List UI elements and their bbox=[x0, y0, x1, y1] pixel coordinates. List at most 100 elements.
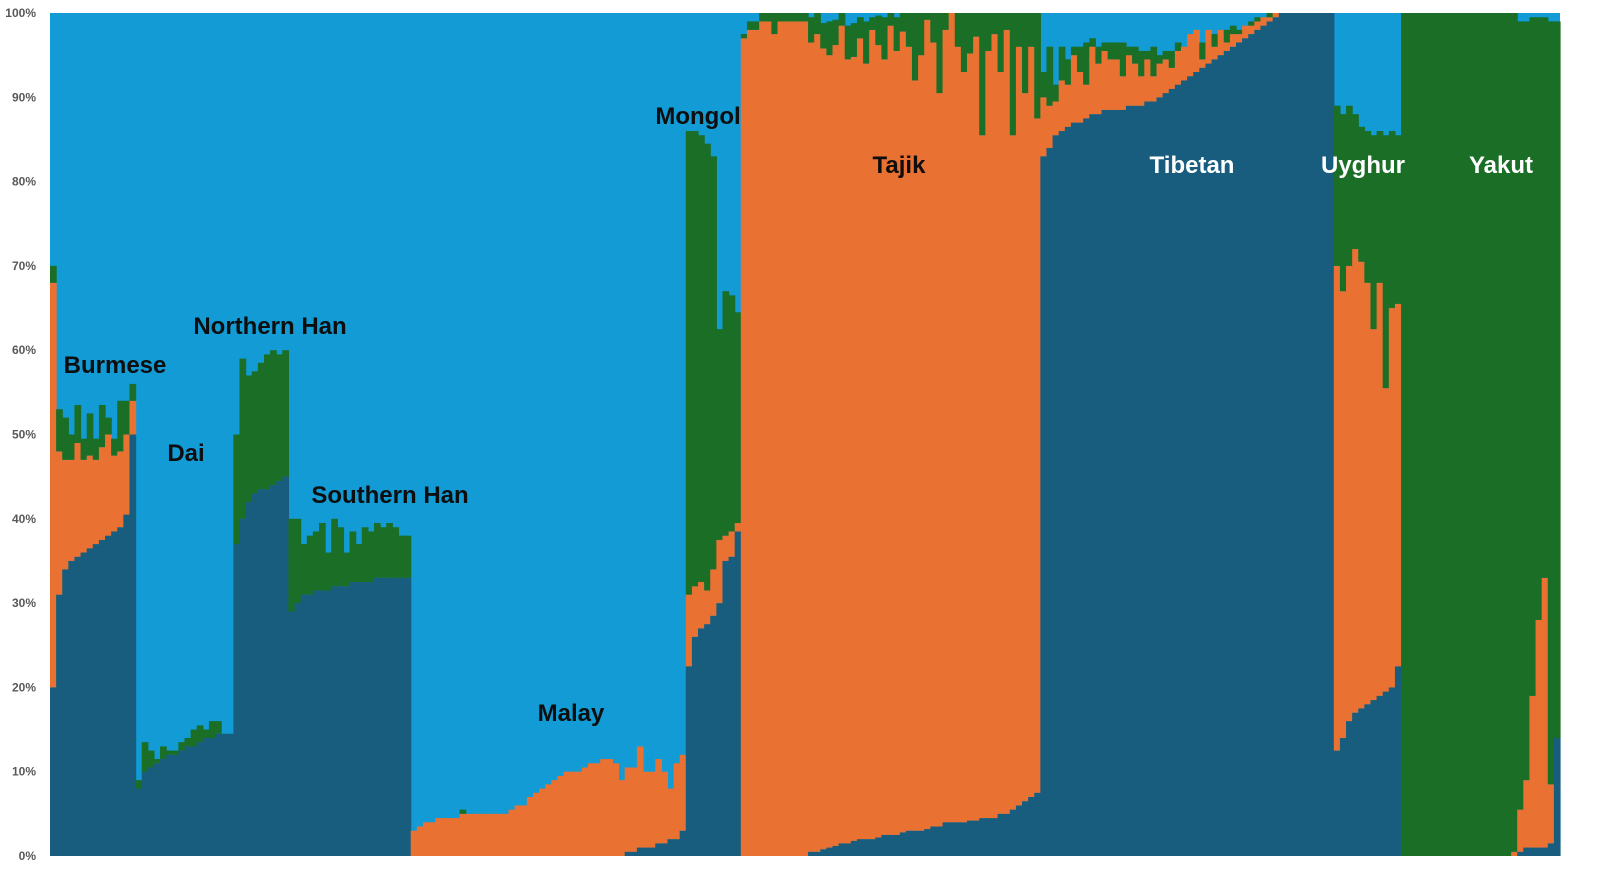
bar-segment-dark-blue bbox=[245, 501, 253, 856]
bar-segment-green bbox=[386, 523, 393, 578]
bar-segment-orange bbox=[979, 135, 986, 819]
bar-segment-green bbox=[123, 400, 131, 435]
bar-segment-green bbox=[355, 544, 363, 583]
bar-segment-dark-blue bbox=[1156, 97, 1164, 857]
bar-segment-dark-blue bbox=[673, 839, 681, 856]
bar-segment-green bbox=[98, 404, 106, 448]
population-group-tibetan bbox=[1040, 13, 1335, 857]
bar-segment-dark-blue bbox=[838, 843, 846, 856]
bar-segment-green bbox=[1492, 13, 1500, 856]
y-tick-label: 20% bbox=[12, 680, 36, 694]
bar-segment-green bbox=[1394, 135, 1402, 304]
bar-segment-green bbox=[233, 434, 241, 545]
bar-segment-orange bbox=[728, 531, 736, 557]
bar-segment-orange bbox=[973, 36, 980, 821]
bar-segment-orange bbox=[1052, 101, 1060, 136]
bar-segment-green bbox=[728, 295, 736, 532]
bar-segment-orange bbox=[111, 455, 118, 532]
bar-segment-orange bbox=[1156, 63, 1164, 98]
bar-segment-orange bbox=[1015, 46, 1023, 806]
bar-segment-green bbox=[1009, 13, 1017, 136]
bar-segment-dark-blue bbox=[80, 552, 88, 856]
bar-segment-orange bbox=[905, 46, 913, 831]
bar-segment-orange bbox=[1095, 63, 1103, 115]
bar-segment-green bbox=[74, 404, 82, 443]
bar-segment-orange bbox=[410, 830, 418, 856]
bar-segment-dark-blue bbox=[630, 851, 638, 856]
bar-segment-dark-blue bbox=[1162, 93, 1170, 856]
bar-segment-dark-blue bbox=[1376, 695, 1384, 856]
bar-segment-green bbox=[850, 23, 858, 57]
bar-segment-orange bbox=[1003, 29, 1011, 814]
bar-segment-dark-blue bbox=[1382, 691, 1390, 856]
bar-segment-green bbox=[1541, 17, 1549, 578]
bar-segment-green bbox=[1125, 46, 1133, 56]
bar-segment-dark-blue bbox=[1248, 34, 1255, 856]
bar-segment-green bbox=[1138, 50, 1145, 77]
bar-segment-green bbox=[92, 438, 100, 460]
bar-segment-green bbox=[166, 750, 173, 755]
bar-segment-orange bbox=[814, 34, 821, 852]
bar-segment-orange bbox=[123, 434, 131, 515]
bar-segment-dark-blue bbox=[948, 822, 956, 856]
bar-segment-green bbox=[1046, 46, 1054, 106]
bar-segment-orange bbox=[1229, 34, 1237, 47]
bar-segment-dark-blue bbox=[227, 733, 234, 856]
bar-segment-orange bbox=[74, 442, 82, 557]
bar-segment-dark-blue bbox=[367, 582, 375, 856]
bar-segment-green bbox=[685, 131, 693, 595]
bar-segment-orange bbox=[600, 759, 607, 856]
bar-segment-orange bbox=[1162, 59, 1170, 94]
bar-segment-orange bbox=[105, 434, 112, 536]
bar-segment-orange bbox=[62, 459, 69, 570]
bar-segment-green bbox=[398, 535, 406, 578]
bar-segment-orange bbox=[801, 21, 809, 857]
bar-segment-dark-blue bbox=[1217, 55, 1225, 856]
bar-segment-dark-blue bbox=[1346, 721, 1353, 856]
bar-segment-green bbox=[814, 13, 821, 35]
bar-segment-green bbox=[282, 350, 290, 477]
bar-segment-orange bbox=[1529, 695, 1537, 848]
bar-segment-orange bbox=[991, 34, 999, 819]
population-label: Yakut bbox=[1469, 152, 1533, 179]
bar-segment-dark-blue bbox=[1278, 13, 1286, 856]
bar-segment-dark-blue bbox=[56, 594, 63, 856]
bar-segment-dark-blue bbox=[1205, 63, 1213, 856]
bar-segment-dark-blue bbox=[1003, 813, 1011, 856]
bar-segment-green bbox=[1064, 59, 1072, 85]
bar-segment-green bbox=[349, 531, 357, 583]
bar-segment-orange bbox=[1193, 29, 1200, 73]
bar-segment-green bbox=[325, 552, 332, 591]
bar-segment-orange bbox=[691, 586, 699, 637]
bar-segment-green bbox=[1419, 13, 1427, 856]
bar-segment-dark-blue bbox=[111, 531, 118, 856]
bar-segment-orange bbox=[740, 38, 748, 857]
bar-segment-green bbox=[300, 544, 308, 595]
bar-segment-orange bbox=[1272, 13, 1280, 18]
bar-segment-dark-blue bbox=[1394, 666, 1402, 856]
bar-segment-dark-blue bbox=[899, 832, 907, 856]
bar-segment-orange bbox=[514, 805, 522, 856]
bar-segment-orange bbox=[795, 21, 803, 857]
bar-segment-dark-blue bbox=[875, 837, 883, 856]
bar-segment-orange bbox=[1070, 55, 1078, 123]
bar-segment-green bbox=[1119, 42, 1127, 77]
bar-segment-dark-blue bbox=[1015, 805, 1023, 856]
bar-segment-green bbox=[147, 750, 155, 768]
bar-segment-dark-blue bbox=[679, 830, 687, 856]
bar-segment-orange bbox=[887, 25, 895, 835]
bar-segment-orange bbox=[1333, 265, 1341, 751]
bar-segment-green bbox=[704, 143, 711, 591]
bar-segment-dark-blue bbox=[973, 820, 980, 856]
bar-segment-orange bbox=[606, 759, 614, 856]
bar-segment-orange bbox=[1119, 76, 1127, 110]
bar-segment-orange bbox=[1083, 84, 1090, 119]
bar-segment-green bbox=[1022, 13, 1029, 94]
bar-segment-green bbox=[1401, 13, 1408, 856]
bar-segment-dark-blue bbox=[374, 577, 381, 856]
bar-segment-dark-blue bbox=[850, 840, 858, 856]
bar-segment-orange bbox=[56, 451, 63, 595]
bar-segment-green bbox=[1174, 42, 1182, 51]
bar-segment-orange bbox=[490, 813, 497, 856]
bar-segment-dark-blue bbox=[270, 485, 277, 856]
